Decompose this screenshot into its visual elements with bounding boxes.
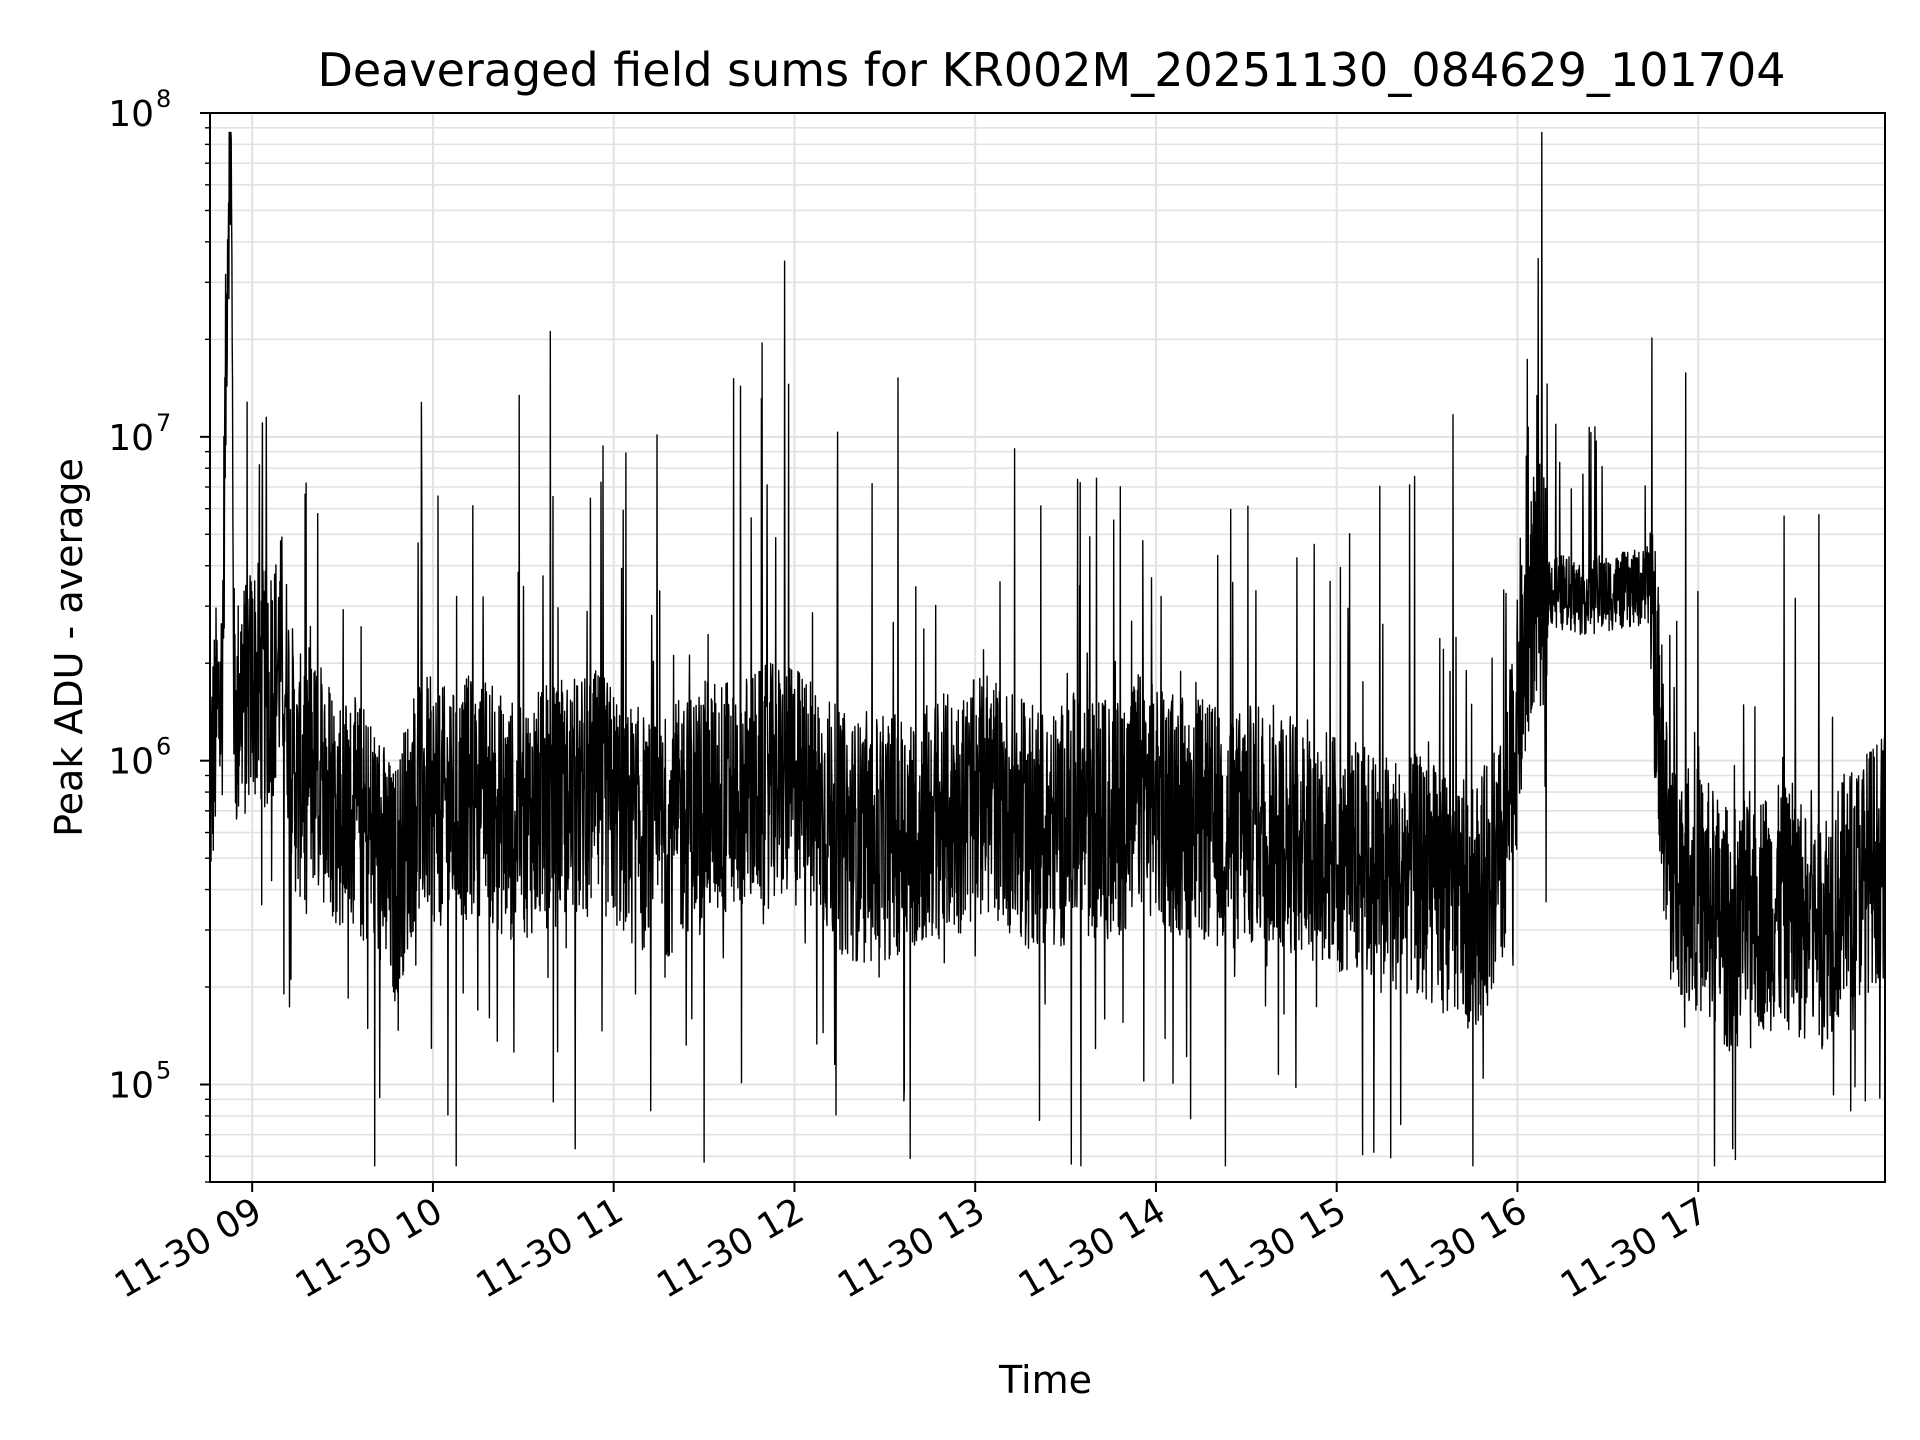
y-tick-label: 10 [108, 418, 154, 459]
y-tick-exponent: 5 [156, 1057, 171, 1085]
chart-title: Deaveraged field sums for KR002M_2025113… [317, 43, 1785, 97]
y-axis-label: Peak ADU - average [47, 458, 91, 837]
y-tick-exponent: 8 [156, 85, 171, 113]
x-axis-label: Time [998, 1358, 1092, 1402]
y-tick-exponent: 7 [156, 409, 171, 437]
y-tick-exponent: 6 [156, 733, 171, 761]
series-line [209, 131, 1886, 1167]
y-tick-label: 10 [108, 742, 154, 783]
y-tick-label: 10 [108, 1066, 154, 1107]
y-tick-label: 10 [108, 94, 154, 135]
plot-frame [209, 112, 1886, 1183]
